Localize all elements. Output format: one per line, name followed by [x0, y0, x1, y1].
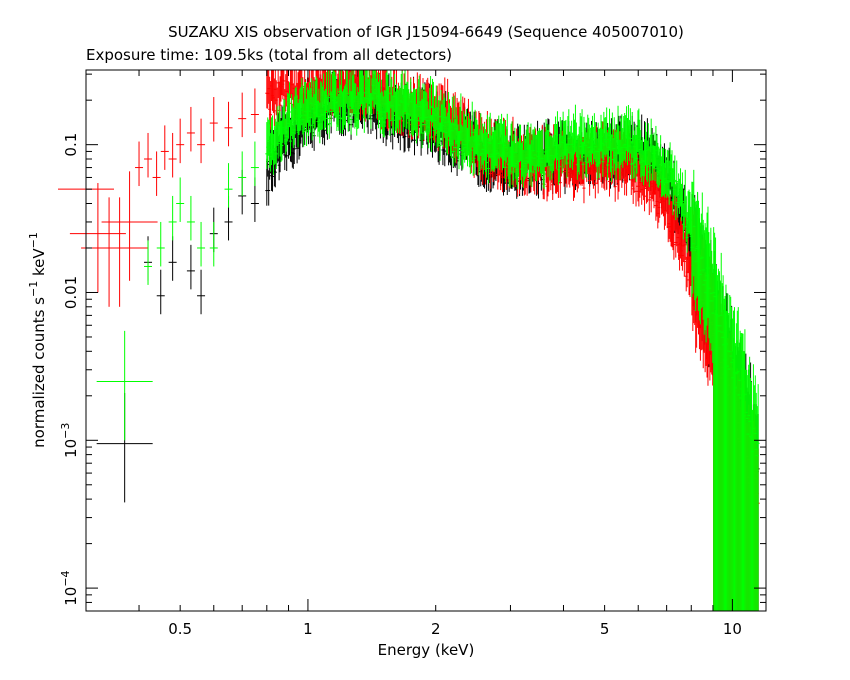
x-tick-label: 1	[303, 620, 313, 638]
x-axis-label: Energy (keV)	[378, 641, 475, 659]
x-tick-label: 10	[723, 620, 742, 638]
y-tick-label: 0.1	[62, 133, 80, 157]
x-tick-label: 5	[600, 620, 610, 638]
y-axis-label-exp2: −1	[27, 232, 40, 248]
x-tick-label: 2	[431, 620, 441, 638]
y-tick-label-exp: −3	[59, 423, 72, 439]
y-tick-label: 10−3	[59, 423, 80, 458]
y-axis-label: normalized counts s−1 keV−1	[27, 232, 48, 448]
y-tick-label-base: 10	[62, 587, 80, 606]
y-tick-label-base: 10	[62, 439, 80, 458]
chart-subtitle: Exposure time: 109.5ks (total from all d…	[86, 46, 452, 64]
y-axis-label-mid: keV	[30, 248, 48, 281]
y-tick-label: 0.01	[62, 276, 80, 309]
chart-title: SUZAKU XIS observation of IGR J15094-664…	[168, 23, 684, 41]
series-2	[96, 70, 760, 611]
y-tick-label: 10−4	[59, 570, 80, 605]
y-axis-label-exp1: −1	[27, 281, 40, 297]
y-tick-label-exp: −4	[59, 570, 72, 586]
data-layer	[58, 70, 760, 611]
y-axis-label-main: normalized counts s	[30, 297, 48, 448]
plot-frame	[85, 69, 767, 612]
x-tick-label: 0.5	[168, 620, 192, 638]
